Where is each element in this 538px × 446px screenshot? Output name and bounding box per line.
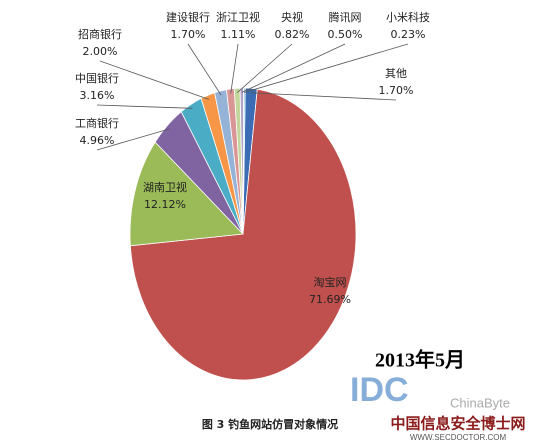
slice-label: 湖南卫视 xyxy=(143,180,187,194)
leader-line xyxy=(187,43,222,96)
slice-value-label: 0.82% xyxy=(275,28,310,41)
leader-line xyxy=(96,128,170,151)
watermark: ChinaByte xyxy=(450,395,510,410)
caption: 图 3 钓鱼网站仿冒对象情况 xyxy=(202,417,338,431)
slice-value-label: 1.70% xyxy=(379,84,414,97)
leader-line xyxy=(251,92,397,101)
watermark: IDC xyxy=(350,371,409,409)
date-annotation: 2013年5月 xyxy=(375,348,465,372)
leader-line xyxy=(241,43,346,93)
watermark: 中国信息安全博士网 xyxy=(390,415,525,433)
pie-slice xyxy=(129,141,244,247)
slice-label: 浙江卫视 xyxy=(216,10,260,24)
slice-label: 其他 xyxy=(385,67,407,80)
slice-value-label: 0.50% xyxy=(328,28,363,41)
slice-value-label: 2.00% xyxy=(83,45,118,58)
slice-value-label: 71.69% xyxy=(309,293,351,306)
slice-label: 小米科技 xyxy=(386,10,430,24)
slice-label: 招商银行 xyxy=(78,27,122,41)
slice-value-label: 1.70% xyxy=(171,28,206,41)
leader-line xyxy=(230,43,239,94)
slice-value-label: 12.12% xyxy=(144,198,186,211)
slice-label: 央视 xyxy=(281,10,303,24)
slice-value-label: 4.96% xyxy=(80,134,115,147)
slice-label: 中国银行 xyxy=(75,71,119,85)
slice-value-label: 3.16% xyxy=(80,89,115,102)
slice-label: 建设银行 xyxy=(166,10,210,24)
leader-line xyxy=(244,43,409,93)
slice-label: 腾讯网 xyxy=(329,10,362,24)
slice-value-label: 0.23% xyxy=(391,28,426,41)
watermark: WWW.SECDOCTOR.COM xyxy=(410,433,507,442)
leader-line xyxy=(99,60,209,100)
leader-line xyxy=(237,43,293,93)
slice-label: 工商银行 xyxy=(75,116,119,130)
slice-value-label: 1.11% xyxy=(221,28,256,41)
slice-label: 淘宝网 xyxy=(314,275,347,289)
pie-slice xyxy=(242,87,246,235)
leader-line xyxy=(96,104,193,109)
pie-slice xyxy=(129,88,357,381)
